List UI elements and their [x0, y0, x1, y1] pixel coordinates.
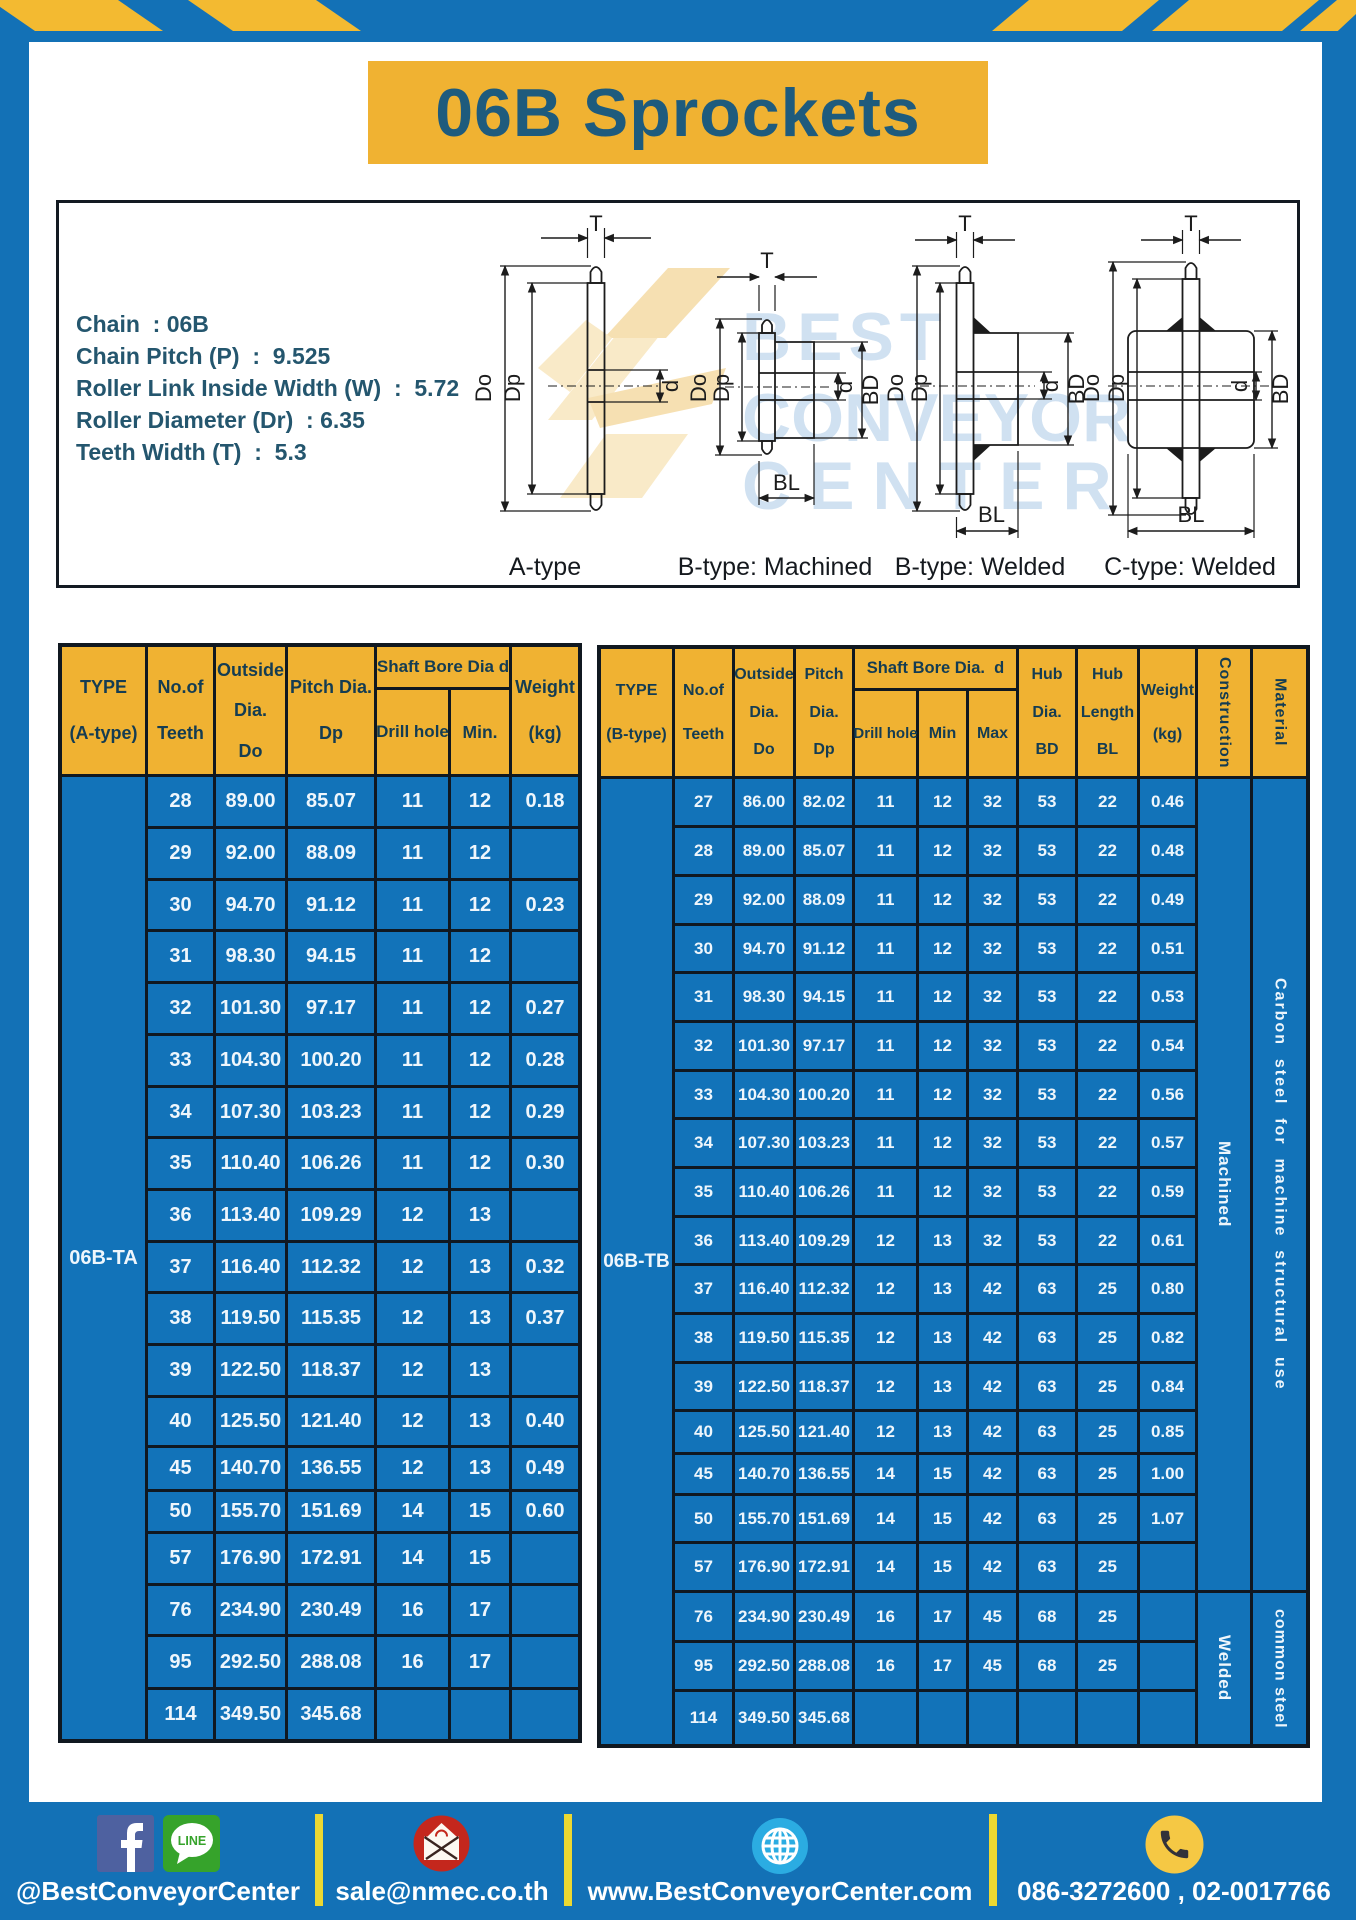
svg-text:BD: BD	[858, 375, 883, 406]
svg-text:BL: BL	[1178, 502, 1205, 527]
svg-text:Do: Do	[471, 374, 496, 402]
svg-text:BL: BL	[978, 502, 1005, 527]
svg-text:T: T	[760, 248, 773, 273]
svg-text:BD: BD	[1268, 374, 1293, 405]
svg-text:d: d	[832, 381, 857, 393]
svg-text:d: d	[658, 380, 683, 392]
svg-text:Do: Do	[883, 374, 908, 402]
svg-text:T: T	[589, 211, 602, 236]
svg-text:Do: Do	[686, 374, 711, 402]
svg-text:BL: BL	[773, 470, 800, 495]
svg-text:Dp: Dp	[709, 374, 734, 402]
svg-text:LINE: LINE	[178, 1834, 206, 1848]
svg-text:BD: BD	[1064, 374, 1089, 405]
svg-text:Dp: Dp	[1104, 374, 1129, 402]
svg-text:d: d	[1038, 380, 1063, 392]
svg-text:T: T	[1184, 211, 1197, 236]
svg-text:Do: Do	[1079, 374, 1104, 402]
svg-text:Dp: Dp	[907, 374, 932, 402]
svg-text:T: T	[958, 211, 971, 236]
svg-text:CENTER: CENTER	[742, 448, 1130, 524]
svg-text:Dp: Dp	[500, 374, 525, 402]
svg-text:d: d	[1227, 380, 1252, 392]
